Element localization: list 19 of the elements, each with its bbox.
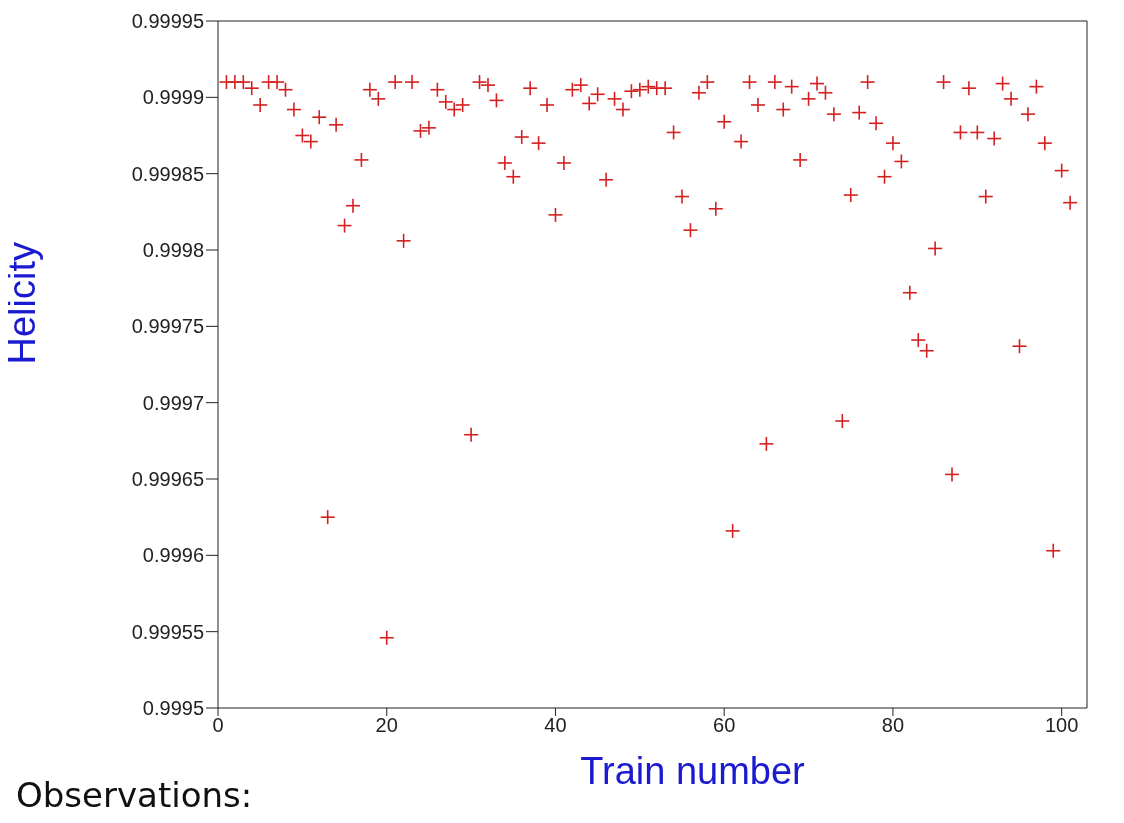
y-tick-label: 0.9998 bbox=[142, 239, 204, 262]
x-tick-label: 80 bbox=[881, 714, 905, 737]
text: Observations: bbox=[16, 775, 253, 815]
y-tick-label: 0.99955 bbox=[131, 620, 204, 643]
x-tick-label: 100 bbox=[1045, 714, 1079, 737]
y-tick-label: 0.9995 bbox=[142, 697, 204, 720]
y-tick-label: 0.9999 bbox=[142, 86, 204, 109]
y-tick-label: 0.99975 bbox=[131, 315, 204, 338]
x-tick-label: 60 bbox=[713, 714, 736, 737]
x-axis-title: Train number bbox=[580, 750, 806, 792]
y-tick-label: 0.99965 bbox=[131, 468, 204, 491]
y-tick-label: 0.99985 bbox=[131, 162, 204, 185]
x-tick-label: 20 bbox=[375, 714, 398, 737]
x-tick-label: 40 bbox=[544, 714, 567, 737]
x-tick-label: 0 bbox=[212, 714, 224, 737]
y-tick-label: 0.9996 bbox=[142, 544, 204, 567]
y-tick-label: 0.99995 bbox=[131, 10, 204, 33]
y-tick-label: 0.9997 bbox=[142, 391, 204, 414]
y-axis-title: Helicity bbox=[1, 242, 44, 365]
